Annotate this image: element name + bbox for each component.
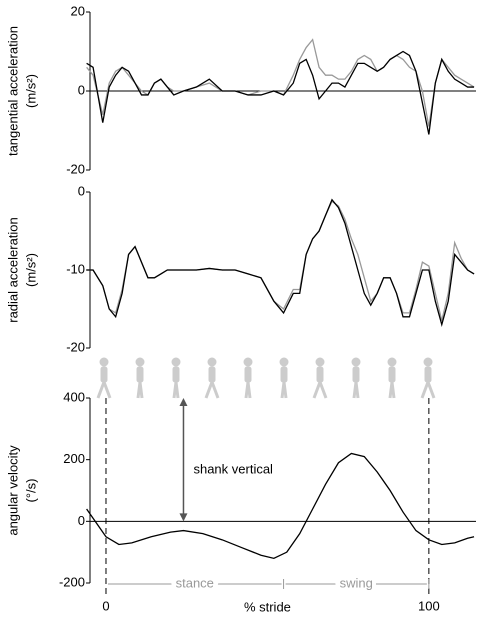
walker-leg bbox=[96, 381, 106, 399]
y-axis-label: tangential acceleration bbox=[5, 26, 20, 156]
walker-leg bbox=[280, 381, 286, 399]
walker-leg bbox=[102, 381, 112, 399]
walker-icon bbox=[135, 357, 145, 399]
annotation: shank vertical bbox=[193, 461, 273, 476]
walker-body bbox=[244, 366, 252, 383]
series-line bbox=[86, 198, 475, 328]
walker-head bbox=[279, 357, 289, 367]
walker-leg bbox=[420, 381, 430, 399]
walker-body bbox=[208, 366, 216, 383]
walker-icon bbox=[420, 357, 436, 399]
walker-body bbox=[424, 366, 432, 383]
y-tick-label: 0 bbox=[78, 183, 85, 198]
walker-body bbox=[172, 366, 180, 383]
y-tick-label: -200 bbox=[59, 574, 85, 589]
y-tick-label: -20 bbox=[66, 339, 85, 354]
series-line bbox=[86, 200, 475, 321]
y-tick-label: 400 bbox=[63, 389, 85, 404]
walker-leg bbox=[318, 381, 328, 399]
walker-body bbox=[136, 366, 144, 383]
y-tick-label: 200 bbox=[63, 451, 85, 466]
walker-head bbox=[243, 357, 253, 367]
walker-icon bbox=[312, 357, 328, 399]
arrow-head bbox=[179, 513, 188, 522]
y-tick-label: 0 bbox=[78, 82, 85, 97]
walker-icon bbox=[204, 357, 220, 399]
series-line bbox=[86, 452, 475, 560]
walker-icon bbox=[279, 357, 289, 399]
x-axis-label: % stride bbox=[244, 599, 291, 614]
walker-leg bbox=[312, 381, 322, 399]
x-tick-label: 100 bbox=[418, 598, 440, 613]
walker-head bbox=[315, 357, 325, 367]
walker-body bbox=[100, 366, 108, 383]
walker-head bbox=[351, 357, 361, 367]
walker-leg bbox=[354, 381, 360, 399]
series-line bbox=[86, 38, 475, 127]
walker-leg bbox=[210, 381, 220, 399]
y-axis-label: (m/s²) bbox=[23, 74, 38, 108]
walker-body bbox=[388, 366, 396, 383]
walker-head bbox=[99, 357, 109, 367]
walker-icon bbox=[243, 357, 253, 399]
y-axis-label: angular velocity bbox=[5, 445, 20, 536]
walker-icon bbox=[387, 357, 397, 399]
y-tick-label: -10 bbox=[66, 261, 85, 276]
walker-leg bbox=[388, 381, 394, 399]
y-axis-label: radial acceleration bbox=[5, 217, 20, 323]
walker-icon bbox=[171, 357, 181, 399]
y-tick-label: 0 bbox=[78, 513, 85, 528]
y-axis-label: (°/s) bbox=[23, 479, 38, 503]
walker-leg bbox=[426, 381, 436, 399]
walker-body bbox=[352, 366, 360, 383]
walker-icon bbox=[96, 357, 112, 399]
walker-head bbox=[171, 357, 181, 367]
walker-leg bbox=[246, 381, 252, 399]
walker-body bbox=[280, 366, 288, 383]
walker-head bbox=[207, 357, 217, 367]
walker-head bbox=[423, 357, 433, 367]
arrow-head bbox=[179, 398, 188, 406]
walker-head bbox=[387, 357, 397, 367]
phase-label: stance bbox=[176, 575, 214, 590]
walker-leg bbox=[204, 381, 214, 399]
y-tick-label: -20 bbox=[66, 161, 85, 176]
y-axis-label: (m/s²) bbox=[23, 253, 38, 287]
phase-label: swing bbox=[340, 575, 373, 590]
walker-leg bbox=[138, 381, 144, 399]
walker-body bbox=[316, 366, 324, 383]
walker-leg bbox=[172, 381, 178, 399]
walker-icon bbox=[351, 357, 361, 399]
walker-head bbox=[135, 357, 145, 367]
x-tick-label: 0 bbox=[102, 598, 109, 613]
y-tick-label: 20 bbox=[71, 3, 85, 18]
series-line bbox=[86, 50, 475, 135]
